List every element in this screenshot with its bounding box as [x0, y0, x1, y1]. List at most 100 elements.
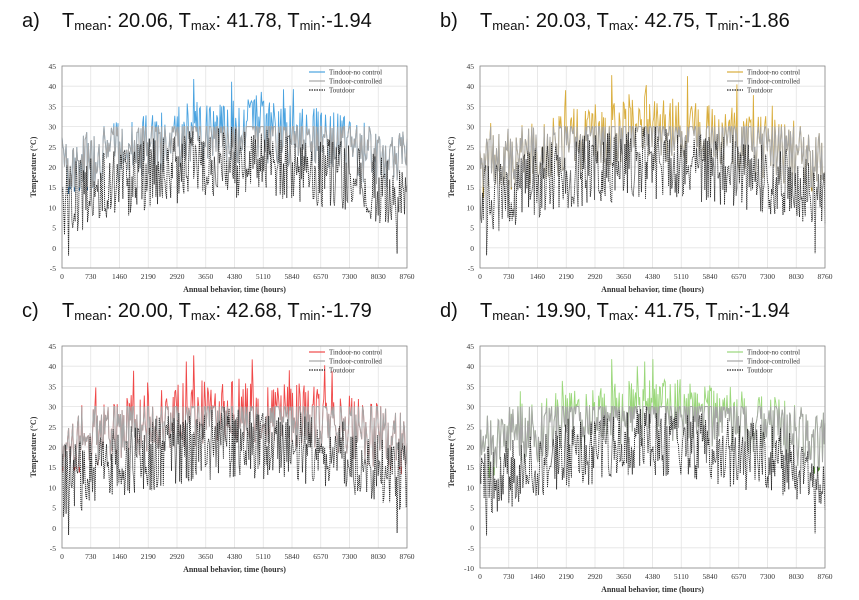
x-tick-label: 5840: [285, 272, 300, 281]
legend: Tindoor-no controlTindoor-controlledTout…: [309, 69, 382, 95]
y-tick-label: 35: [49, 382, 57, 391]
x-tick-label: 3650: [198, 552, 213, 561]
y-tick-label: 25: [467, 423, 475, 432]
plot-frame: [61, 345, 408, 549]
series-line: [479, 406, 826, 536]
y-tick-label: 40: [467, 362, 475, 371]
series-line: [479, 405, 826, 468]
series-toutdoor: [479, 126, 826, 256]
legend-label: Tindoor-no control: [747, 69, 800, 77]
y-tick-label: 35: [49, 102, 57, 111]
x-tick-label: 0: [60, 552, 64, 561]
series-low-band: [68, 187, 93, 195]
y-tick-label: 0: [470, 524, 474, 533]
temperature-chart: -5 0 5 10 15 20 25 30 35 40 45 0 730 1460 2190 2920 3650…: [29, 62, 415, 294]
temperature-chart: -10 -5 0 5 10 15 20 25 30 35 40 45 0 730 1460 2190 2920 3…: [447, 342, 833, 594]
x-tick-label: 2190: [559, 572, 574, 581]
y-tick-label: 5: [52, 224, 56, 233]
panel-label: c): [22, 300, 39, 322]
x-tick-label: 2190: [141, 552, 156, 561]
plot-frame: [479, 65, 826, 269]
y-tick-label: -5: [468, 544, 474, 553]
x-tick-label: 4380: [645, 272, 660, 281]
x-tick-label: 6570: [731, 272, 746, 281]
series-tindoor-controlled: [479, 125, 826, 189]
legend-label: Tindoor-no control: [329, 69, 382, 77]
y-tick-label: 30: [467, 123, 475, 132]
series-toutdoor: [61, 406, 408, 536]
y-tick-label: 35: [467, 382, 475, 391]
x-axis-label: Annual behavior, time (hours): [601, 585, 704, 594]
y-tick-label: 45: [467, 342, 475, 351]
x-tick-label: 7300: [760, 572, 775, 581]
plot-frame: [479, 345, 826, 569]
y-tick-label: 0: [52, 244, 56, 253]
x-tick-label: 8760: [818, 572, 833, 581]
x-tick-label: 5840: [285, 552, 300, 561]
legend-label: Toutdoor: [747, 367, 773, 375]
y-tick-label: 30: [49, 123, 57, 132]
y-tick-label: 5: [470, 503, 474, 512]
x-tick-label: 1460: [112, 272, 127, 281]
x-tick-label: 2920: [588, 272, 603, 281]
y-tick-label: 40: [49, 82, 57, 91]
x-tick-label: 7300: [342, 552, 357, 561]
x-tick-label: 8030: [371, 552, 386, 561]
x-tick-label: 8760: [818, 272, 833, 281]
y-axis-label: Temperature (°C): [447, 426, 456, 487]
y-tick-label: 20: [467, 443, 475, 452]
x-tick-label: 5110: [256, 272, 271, 281]
y-tick-label: 10: [467, 203, 475, 212]
x-tick-label: 8030: [789, 572, 804, 581]
legend: Tindoor-no controlTindoor-controlledTout…: [309, 349, 382, 375]
y-tick-label: 45: [49, 342, 57, 351]
panel-a: a) Tmean: 20.06, Tmax: 41.78, Tmin:-1.94 …: [22, 10, 427, 294]
x-axis-label: Annual behavior, time (hours): [183, 565, 286, 574]
legend-label: Toutdoor: [747, 87, 773, 95]
x-tick-label: 8760: [400, 552, 415, 561]
x-tick-label: 1460: [530, 572, 545, 581]
panel-title: c) Tmean: 20.00, Tmax: 42.68, Tmin:-1.79: [22, 300, 372, 323]
x-axis-label: Annual behavior, time (hours): [601, 285, 704, 294]
series-line: [61, 406, 408, 536]
y-tick-label: 40: [467, 82, 475, 91]
x-tick-label: 7300: [342, 272, 357, 281]
x-tick-label: 2190: [141, 272, 156, 281]
x-tick-label: 730: [85, 272, 97, 281]
series-line: [479, 125, 826, 189]
y-tick-label: 5: [470, 224, 474, 233]
y-tick-label: 0: [470, 244, 474, 253]
x-tick-label: 6570: [313, 552, 328, 561]
x-tick-label: 2920: [170, 272, 185, 281]
panel-label: b): [440, 10, 458, 32]
panel-label: a): [22, 10, 40, 32]
y-tick-label: 45: [467, 62, 475, 71]
x-tick-label: 2920: [170, 552, 185, 561]
x-tick-label: 7300: [760, 272, 775, 281]
y-tick-label: 15: [467, 463, 475, 472]
x-tick-label: 0: [478, 572, 482, 581]
x-tick-label: 5110: [256, 552, 271, 561]
y-tick-label: -10: [464, 564, 474, 573]
y-tick-label: 10: [49, 483, 57, 492]
y-tick-label: -5: [50, 264, 56, 273]
y-tick-label: -5: [468, 264, 474, 273]
series-line: [61, 126, 408, 256]
x-tick-label: 4380: [227, 552, 242, 561]
y-tick-label: 15: [467, 183, 475, 192]
panel-title: d) Tmean: 19.90, Tmax: 41.75, Tmin:-1.94: [440, 300, 790, 323]
x-tick-label: 8030: [789, 272, 804, 281]
plot-frame: [61, 65, 408, 269]
panel-label: d): [440, 300, 458, 322]
x-tick-label: 730: [503, 272, 515, 281]
y-tick-label: 10: [467, 483, 475, 492]
y-tick-label: 40: [49, 362, 57, 371]
series-toutdoor: [61, 126, 408, 256]
x-tick-label: 0: [60, 272, 64, 281]
x-tick-label: 6570: [313, 272, 328, 281]
x-tick-label: 2190: [559, 272, 574, 281]
y-tick-label: 45: [49, 62, 57, 71]
x-tick-label: 4380: [227, 272, 242, 281]
legend-label: Tindoor-controlled: [329, 78, 382, 86]
x-tick-label: 6570: [731, 572, 746, 581]
